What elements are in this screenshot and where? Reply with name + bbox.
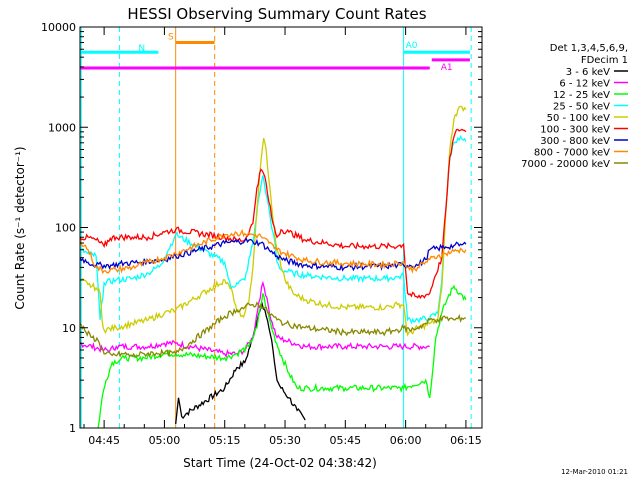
legend-label-2: 12 - 25 keV	[553, 90, 610, 101]
legend-label-5: 100 - 300 keV	[540, 125, 610, 136]
x-tick-label-6: 06:15	[450, 434, 482, 447]
series-line-8	[79, 301, 466, 358]
x-tick-label-4: 05:45	[329, 434, 361, 447]
flag-label-A1: A1	[441, 63, 453, 73]
y-axis-label: Count Rate (s⁻¹ detector⁻¹)	[13, 146, 27, 309]
series-line-5	[79, 128, 467, 300]
date-stamp: 12-Mar-2010 01:21	[561, 468, 628, 476]
flag-label-S: S	[168, 33, 174, 43]
legend-label-1: 6 - 12 keV	[559, 79, 610, 90]
x-tick-label-3: 05:30	[269, 434, 301, 447]
y-tick-label-2: 100	[55, 222, 76, 235]
flag-label-A0: A0	[406, 41, 418, 51]
x-tick-label-0: 04:45	[88, 434, 120, 447]
x-axis-label: Start Time (24-Oct-02 04:38:42)	[183, 456, 377, 470]
legend-label-8: 7000 - 20000 keV	[521, 159, 610, 170]
series-line-1	[80, 280, 430, 359]
legend-label-7: 800 - 7000 keV	[534, 148, 610, 159]
series-line-7	[79, 228, 467, 275]
y-tick-label-3: 1000	[48, 121, 76, 134]
series-line-4	[79, 105, 467, 337]
y-tick-label-0: 1	[69, 422, 76, 435]
y-tick-label-1: 10	[62, 322, 76, 335]
legend-label-3: 25 - 50 keV	[553, 102, 610, 113]
y-tick-label-4: 10000	[41, 21, 76, 34]
chart-title: HESSI Observing Summary Count Rates	[127, 5, 426, 23]
legend-header-line-2: FDecim 1	[581, 55, 628, 66]
legend-header-line-1: Det 1,3,4,5,6,9,	[550, 43, 628, 54]
x-tick-label-2: 05:15	[209, 434, 241, 447]
x-tick-label-1: 05:00	[149, 434, 181, 447]
x-tick-label-5: 06:00	[390, 434, 422, 447]
flag-label-N: N	[138, 44, 145, 54]
plot-area: N S A0 A1	[79, 27, 472, 429]
series-line-0	[175, 302, 306, 424]
legend-label-4: 50 - 100 keV	[547, 113, 611, 124]
series-line-3	[79, 135, 467, 325]
legend-label-0: 3 - 6 keV	[566, 67, 610, 78]
series-line-2	[97, 284, 467, 429]
legend-label-6: 300 - 800 keV	[540, 136, 610, 147]
